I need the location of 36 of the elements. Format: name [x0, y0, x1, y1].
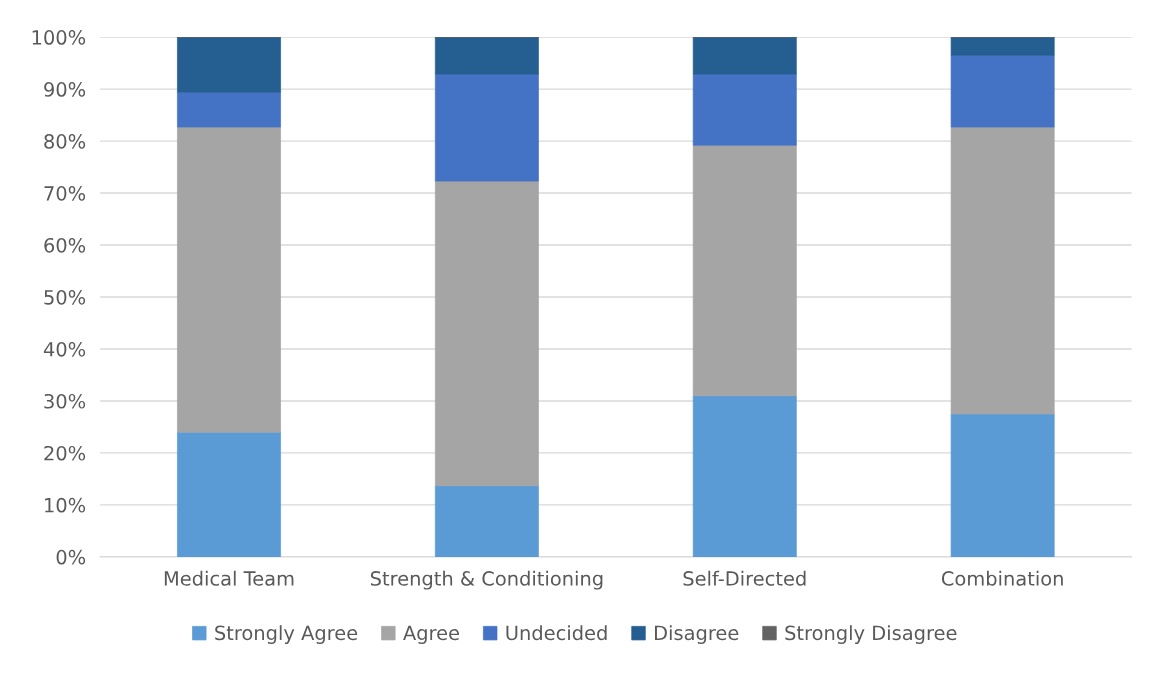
- bar: [177, 91, 281, 128]
- y-tick-label: 50%: [44, 289, 86, 305]
- y-tick-label: 0%: [56, 549, 86, 565]
- y-tick-label: 20%: [44, 445, 86, 461]
- bar: [177, 431, 281, 557]
- y-tick-label: 80%: [44, 134, 86, 149]
- bar: [434, 180, 539, 487]
- bar: [692, 73, 797, 146]
- bar: [692, 144, 797, 397]
- y-tick-label: 60%: [44, 237, 86, 253]
- legend-label: Strongly Agree: [215, 625, 358, 644]
- bar: [434, 37, 539, 75]
- x-tick-label: Medical Team: [164, 570, 294, 586]
- bar: [692, 37, 797, 75]
- x-tick-label: Strength & Conditioning: [370, 570, 603, 590]
- legend-label: Disagree: [655, 625, 739, 644]
- y-tick-label: 40%: [43, 341, 86, 357]
- bar: [950, 37, 1055, 56]
- bar: [692, 395, 797, 557]
- legend-label: Agree: [403, 625, 460, 644]
- x-tick-label: Combination: [941, 570, 1063, 586]
- y-tick-label: 100%: [32, 30, 86, 45]
- y-tick-label: 30%: [44, 393, 86, 409]
- bar: [434, 485, 539, 557]
- y-tick-label: 10%: [45, 497, 86, 513]
- legend-label: Undecided: [506, 625, 607, 641]
- legend-label: Strongly Disagree: [785, 625, 957, 644]
- bar: [177, 126, 281, 433]
- bar: [950, 126, 1055, 415]
- y-tick-label: 70%: [44, 186, 86, 201]
- y-tick-label: 90%: [44, 82, 86, 97]
- bar: [950, 54, 1055, 128]
- bar: [950, 413, 1055, 557]
- bar: [177, 37, 281, 93]
- x-tick-label: Self-Directed: [683, 570, 806, 586]
- bar: [434, 73, 539, 182]
